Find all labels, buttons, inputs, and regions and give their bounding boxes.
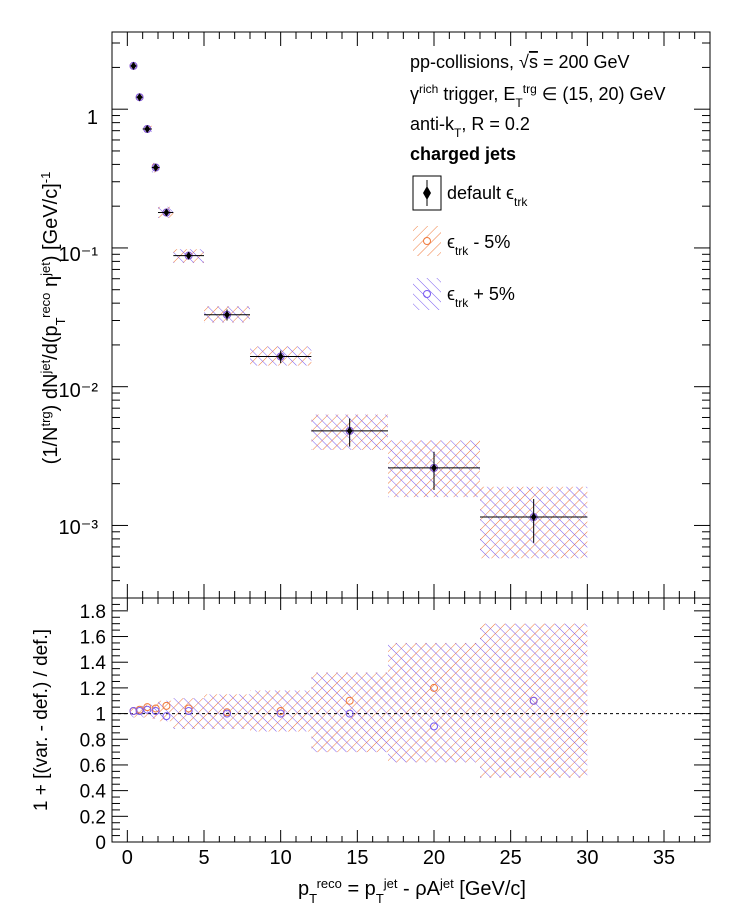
legend-minus-marker xyxy=(423,237,431,245)
ratio-point-plus xyxy=(135,707,144,716)
point-default xyxy=(530,513,537,522)
x-tick-labels: 0 5 10 15 20 25 30 35 xyxy=(122,847,675,869)
x-tick-label: 30 xyxy=(576,847,598,869)
top-y-tick-label: 10⁻² xyxy=(59,380,99,402)
bottom-y-tick-label: 0.4 xyxy=(80,782,107,803)
top-y-tick-label: 1 xyxy=(87,107,98,129)
ratio-uncertainty-bands xyxy=(130,623,588,778)
annotation-jet-type: charged jets xyxy=(410,144,516,164)
ratio-band-plus xyxy=(480,623,588,778)
bottom-y-tick-label: 1.6 xyxy=(80,628,106,649)
bottom-y-tick-labels: 0 0.2 0.4 0.6 0.8 1 1.2 1.4 1.6 1.8 xyxy=(80,602,107,854)
annotation-block: pp-collisions, √s = 200 GeV γrich trigge… xyxy=(410,52,665,164)
top-y-tick-label: 10⁻³ xyxy=(59,517,99,539)
x-tick-label: 0 xyxy=(122,847,133,869)
point-default xyxy=(346,426,353,435)
ratio-point-plus xyxy=(129,707,138,716)
point-default xyxy=(185,251,192,260)
top-uncertainty-bands xyxy=(130,63,588,559)
ratio-point-minus xyxy=(430,683,438,692)
top-y-axis-title: (1/Ntrg) dNjet/d(pTreco ηjet) [GeV/c]-1 xyxy=(38,172,68,465)
legend-minus-swatch xyxy=(413,226,441,256)
bottom-y-tick-label: 1.8 xyxy=(80,602,106,623)
ratio-band-plus xyxy=(173,698,204,729)
legend-plus-swatch xyxy=(413,278,441,310)
bottom-y-tick-label: 1.2 xyxy=(80,679,106,700)
point-default xyxy=(152,163,159,172)
point-default xyxy=(224,310,230,319)
ratio-band-plus xyxy=(204,694,250,729)
ratio-point-minus xyxy=(143,703,152,712)
ratio-point-minus xyxy=(276,707,285,716)
bottom-y-axis-title: 1 + [(var. - def.) / def.] xyxy=(31,629,52,811)
x-tick-label: 35 xyxy=(653,847,675,869)
ratio-band-plus xyxy=(158,700,174,722)
bottom-y-tick-label: 0 xyxy=(95,833,106,854)
legend-plus-marker xyxy=(423,290,431,298)
legend: default ϵtrk ϵtrk - 5% ϵtrk + 5% xyxy=(412,175,528,310)
legend-default-label: default ϵtrk xyxy=(447,183,528,209)
point-default xyxy=(431,463,437,472)
annotation-collision: pp-collisions, √s = 200 GeV xyxy=(410,52,630,72)
ratio-band-plus xyxy=(311,672,388,753)
legend-default-marker xyxy=(423,186,431,200)
x-tick-label: 10 xyxy=(270,847,292,869)
ratio-point-plus xyxy=(143,705,152,714)
bottom-y-tick-label: 1 xyxy=(95,705,106,726)
legend-plus-label: ϵtrk + 5% xyxy=(447,284,515,310)
point-default xyxy=(136,93,143,102)
x-axis-title: pTreco = pTjet - ρAjet [GeV/c] xyxy=(298,876,526,906)
point-default xyxy=(144,124,151,133)
ratio-point-minus xyxy=(151,704,160,713)
bottom-y-tick-label: 1.4 xyxy=(80,653,107,674)
point-default xyxy=(277,352,284,361)
ratio-point-plus xyxy=(276,709,285,718)
ratio-band-plus xyxy=(130,707,137,718)
x-tick-label: 5 xyxy=(198,847,209,869)
ratio-point-minus xyxy=(184,704,193,713)
x-tick-label: 25 xyxy=(500,847,522,869)
x-tick-label: 20 xyxy=(423,847,445,869)
bottom-y-tick-label: 0.8 xyxy=(80,730,106,751)
axis-ticks xyxy=(111,32,711,843)
ratio-point-plus xyxy=(162,712,171,721)
ratio-band-plus xyxy=(136,705,143,718)
ratio-band-plus xyxy=(250,690,312,732)
ratio-point-plus xyxy=(345,709,354,718)
bottom-y-tick-label: 0.6 xyxy=(80,756,106,777)
ratio-point-minus xyxy=(345,696,354,705)
top-data-points xyxy=(129,61,588,543)
ratio-point-plus xyxy=(151,707,160,716)
bottom-y-tick-label: 0.2 xyxy=(80,807,106,828)
legend-minus-label: ϵtrk - 5% xyxy=(447,232,510,258)
annotation-trigger: γrich trigger, ETtrg ∈ (15, 20) GeV xyxy=(410,82,665,110)
ratio-band-plus xyxy=(388,642,480,763)
point-default xyxy=(130,61,137,70)
ratio-point-plus xyxy=(529,696,538,705)
ratio-point-plus xyxy=(184,707,193,716)
ratio-point-minus xyxy=(162,701,171,710)
annotation-algorithm: anti-kT, R = 0.2 xyxy=(410,114,530,140)
top-y-tick-label: 10⁻¹ xyxy=(59,244,99,266)
ratio-point-plus xyxy=(430,722,438,731)
ratio-data-points xyxy=(129,683,538,731)
ratio-point-plus xyxy=(223,709,231,718)
ratio-band-plus xyxy=(151,703,160,719)
x-tick-label: 15 xyxy=(346,847,368,869)
point-default xyxy=(163,208,170,217)
top-y-tick-labels: 10⁻³ 10⁻² 10⁻¹ 1 xyxy=(59,107,99,539)
